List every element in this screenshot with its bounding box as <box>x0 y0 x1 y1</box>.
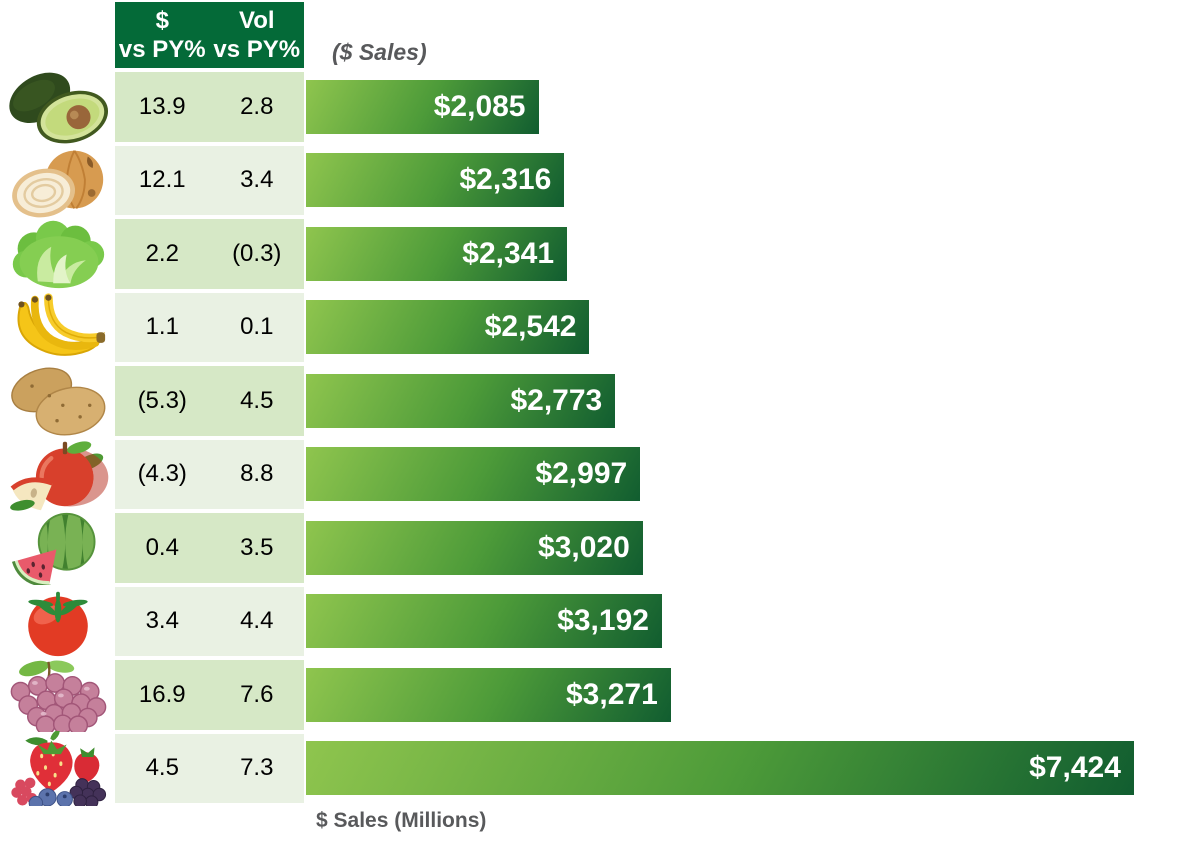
vol-vs-py-value: (0.3) <box>232 239 282 267</box>
produce-row-tomato: 3.4 4.4 $3,192 <box>0 586 1202 657</box>
lettuce-icon <box>0 219 115 289</box>
sales-value-label: $3,192 <box>557 604 649 638</box>
header-vol-line2: vs PY% <box>213 36 301 63</box>
sales-bar: $2,085 <box>306 79 539 134</box>
banana-icon <box>0 293 115 363</box>
sales-bar: $2,773 <box>306 373 616 428</box>
produce-row-grapes: 16.9 7.6 $3,271 <box>0 660 1202 733</box>
produce-row-berries: 4.5 7.3 $7,424 <box>0 730 1202 806</box>
metrics-cell: 1.1 0.1 <box>115 292 304 362</box>
sales-bar: $2,997 <box>306 447 641 502</box>
sales-value-label: $2,542 <box>484 310 577 344</box>
vol-vs-py-value: 3.4 <box>240 166 274 194</box>
bar-track: $7,424 <box>304 734 1202 804</box>
sales-bar: $2,341 <box>306 226 568 281</box>
x-axis-label: $ Sales (Millions) <box>316 809 487 832</box>
vol-vs-py-value: 7.3 <box>240 754 274 782</box>
sales-bar: $3,192 <box>306 594 662 649</box>
vol-vs-py-value: 2.8 <box>240 92 274 120</box>
bar-track: $2,997 <box>304 440 1202 510</box>
berries-icon <box>0 730 115 806</box>
metrics-cell: 0.4 3.5 <box>115 513 304 583</box>
sales-value-label: $2,773 <box>510 383 603 417</box>
tomato-icon <box>0 587 115 657</box>
vol-vs-py-value: 0.1 <box>240 313 274 341</box>
produce-row-avocado: 13.9 2.8 $2,085 <box>0 72 1202 144</box>
vol-vs-py-value: 7.6 <box>240 680 274 708</box>
produce-row-watermelon: 0.4 3.5 $3,020 <box>0 513 1202 586</box>
metrics-cell: (4.3) 8.8 <box>115 439 304 509</box>
watermelon-icon <box>0 513 115 586</box>
header-block: $ vs PY% Vol vs PY% <box>115 2 304 68</box>
sales-value-label: $7,424 <box>1029 751 1121 785</box>
bar-track: $2,085 <box>304 72 1202 142</box>
header-dollar-vs-py: $ vs PY% <box>115 6 210 64</box>
vol-vs-py-value: 4.4 <box>240 607 274 635</box>
sales-bar: $2,316 <box>306 153 565 208</box>
dollar-vs-py-value: 16.9 <box>138 680 186 708</box>
dollar-vs-py-value: 13.9 <box>138 92 186 120</box>
header-vol-line1: Vol <box>238 7 275 34</box>
metrics-cell: 4.5 7.3 <box>115 733 304 803</box>
bar-track: $3,271 <box>304 660 1202 730</box>
potato-icon <box>0 366 115 436</box>
header-dollar-line2: vs PY% <box>118 36 206 63</box>
dollar-vs-py-value: 3.4 <box>145 607 179 635</box>
metrics-cell: 13.9 2.8 <box>115 72 304 142</box>
dollar-vs-py-value: 4.5 <box>145 754 179 782</box>
metrics-cell: 2.2 (0.3) <box>115 219 304 289</box>
produce-row-banana: 1.1 0.1 $2,542 <box>0 292 1202 363</box>
sales-value-label: $3,020 <box>538 530 630 564</box>
header-vol-vs-py: Vol vs PY% <box>210 6 305 64</box>
sales-value-label: $2,085 <box>433 89 526 123</box>
metrics-cell: (5.3) 4.5 <box>115 366 304 436</box>
grapes-icon <box>0 660 115 733</box>
bar-track: $3,020 <box>304 513 1202 583</box>
produce-row-potato: (5.3) 4.5 $2,773 <box>0 366 1202 436</box>
table-header: $ vs PY% Vol vs PY% ($ Sales) <box>0 2 1202 68</box>
sales-bar: $2,542 <box>306 300 590 355</box>
metrics-cell: 12.1 3.4 <box>115 145 304 215</box>
chart-title: ($ Sales) <box>332 39 427 65</box>
icon-column-spacer <box>0 2 115 68</box>
metrics-cell: 3.4 4.4 <box>115 586 304 656</box>
sales-value-label: $2,341 <box>462 236 555 270</box>
sales-bar: $3,271 <box>306 667 671 722</box>
bar-track: $3,192 <box>304 587 1202 657</box>
sales-value-label: $2,316 <box>459 163 552 197</box>
sales-value-label: $3,271 <box>566 677 658 711</box>
onion-icon <box>0 146 115 218</box>
produce-row-lettuce: 2.2 (0.3) $2,341 <box>0 219 1202 289</box>
bar-track: $2,341 <box>304 219 1202 289</box>
header-dollar-line1: $ <box>155 7 169 34</box>
bar-track: $2,316 <box>304 146 1202 216</box>
dollar-vs-py-value: 2.2 <box>145 239 179 267</box>
bar-track: $2,542 <box>304 293 1202 363</box>
bar-track: $2,773 <box>304 366 1202 436</box>
vol-vs-py-value: 4.5 <box>240 386 274 414</box>
dollar-vs-py-value: (4.3) <box>137 460 187 488</box>
sales-bar: $7,424 <box>306 741 1134 796</box>
dollar-vs-py-value: 0.4 <box>145 533 179 561</box>
vol-vs-py-value: 8.8 <box>240 460 274 488</box>
dollar-vs-py-value: (5.3) <box>137 386 187 414</box>
produce-row-apple: (4.3) 8.8 $2,997 <box>0 439 1202 511</box>
sales-bar: $3,020 <box>306 520 643 575</box>
vol-vs-py-value: 3.5 <box>240 533 274 561</box>
sales-value-label: $2,997 <box>535 457 628 491</box>
apple-icon <box>0 440 115 511</box>
avocado-icon <box>0 72 115 144</box>
produce-row-onion: 12.1 3.4 $2,316 <box>0 145 1202 218</box>
dollar-vs-py-value: 1.1 <box>145 313 179 341</box>
dollar-vs-py-value: 12.1 <box>138 166 186 194</box>
metrics-cell: 16.9 7.6 <box>115 660 304 730</box>
